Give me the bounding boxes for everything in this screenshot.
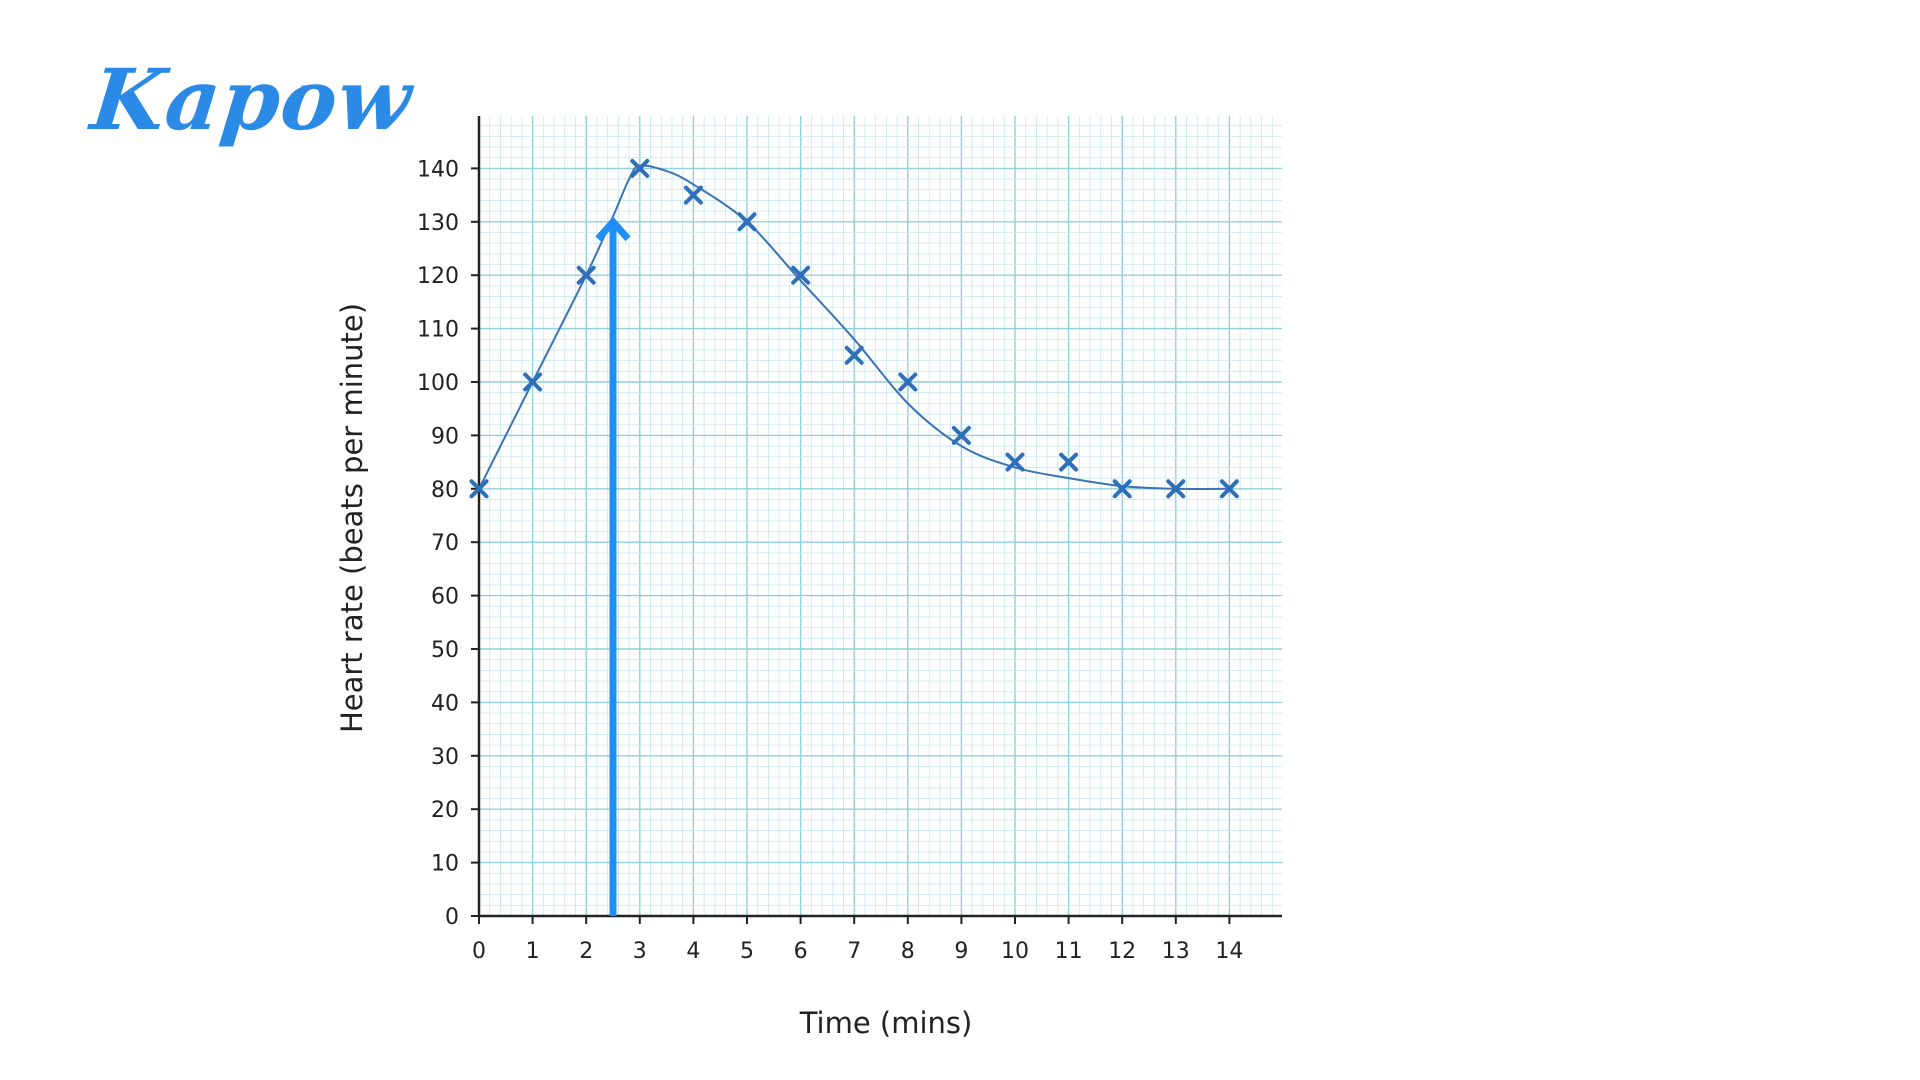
data-point-marker: [469, 479, 489, 499]
y-tick-label: 20: [431, 798, 459, 823]
y-tick-labels: 0 10 20 30 40 50 60 70 80 90 100 110 120 130 140: [417, 157, 479, 930]
data-point-marker: [951, 425, 971, 445]
data-point-marker: [737, 212, 757, 232]
y-tick-label: 70: [431, 531, 459, 556]
data-point-marker: [1166, 479, 1186, 499]
logo-trademark: ™: [300, 84, 308, 93]
y-tick-label: 40: [431, 691, 459, 716]
data-point-marker: [1112, 479, 1132, 499]
y-tick-label: 0: [445, 905, 459, 930]
x-tick-label: 0: [472, 939, 486, 964]
y-tick-label: 100: [417, 371, 459, 396]
y-tick-label: 140: [417, 157, 459, 182]
marker-stroke: [898, 372, 918, 392]
x-tick-label: 6: [794, 939, 808, 964]
x-tick-label: 13: [1162, 939, 1190, 964]
marker-stroke: [1219, 479, 1239, 499]
x-tick-label: 5: [740, 939, 754, 964]
arrow-head: [595, 216, 631, 242]
marker-stroke: [1005, 452, 1025, 472]
x-tick-label: 1: [526, 939, 540, 964]
best-fit-curve: [478, 164, 1230, 490]
marker-stroke: [1059, 452, 1079, 472]
y-tick-label: 80: [431, 478, 459, 503]
data-point-marker: [1005, 452, 1025, 472]
x-tick-label: 7: [847, 939, 861, 964]
data-point-marker: [523, 372, 543, 392]
marker-stroke: [576, 265, 596, 285]
marker-stroke: [523, 372, 543, 392]
marker-stroke: [791, 265, 811, 285]
x-axis-label: Time (mins): [799, 1006, 973, 1040]
y-tick-label: 50: [431, 638, 459, 663]
data-point-marker: [791, 265, 811, 285]
y-tick-label: 90: [431, 424, 459, 449]
data-point-marker: [844, 345, 864, 365]
y-tick-label: 60: [431, 585, 459, 610]
x-tick-label: 10: [1001, 939, 1029, 964]
data-point-marker: [1059, 452, 1079, 472]
x-tick-labels: 0 1 2 3 4 5 6 7 8 9 10 11 12 13 14: [472, 916, 1243, 964]
y-tick-label: 30: [431, 745, 459, 770]
marker-stroke: [1112, 479, 1132, 499]
data-point-marker: [898, 372, 918, 392]
marker-stroke: [1166, 479, 1186, 499]
marker-stroke: [630, 158, 650, 178]
y-axis-label: Heart rate (beats per minute): [335, 303, 369, 733]
x-tick-label: 14: [1215, 939, 1243, 964]
y-tick-label: 10: [431, 852, 459, 877]
data-point-marker: [576, 265, 596, 285]
y-tick-label: 110: [417, 318, 459, 343]
marker-stroke: [844, 345, 864, 365]
y-tick-label: 120: [417, 264, 459, 289]
data-point-marker: [1219, 479, 1239, 499]
x-tick-label: 11: [1055, 939, 1083, 964]
x-tick-label: 9: [954, 939, 968, 964]
marker-stroke: [683, 185, 703, 205]
y-tick-label: 130: [417, 211, 459, 236]
x-tick-label: 8: [901, 939, 915, 964]
data-markers: [469, 158, 1239, 499]
annotation-arrow: [595, 216, 631, 916]
marker-stroke: [469, 479, 489, 499]
x-tick-label: 2: [579, 939, 593, 964]
x-tick-label: 12: [1108, 939, 1136, 964]
marker-stroke: [951, 425, 971, 445]
marker-stroke: [737, 212, 757, 232]
x-tick-label: 3: [633, 939, 647, 964]
data-point-marker: [630, 158, 650, 178]
data-point-marker: [683, 185, 703, 205]
x-tick-label: 4: [686, 939, 700, 964]
